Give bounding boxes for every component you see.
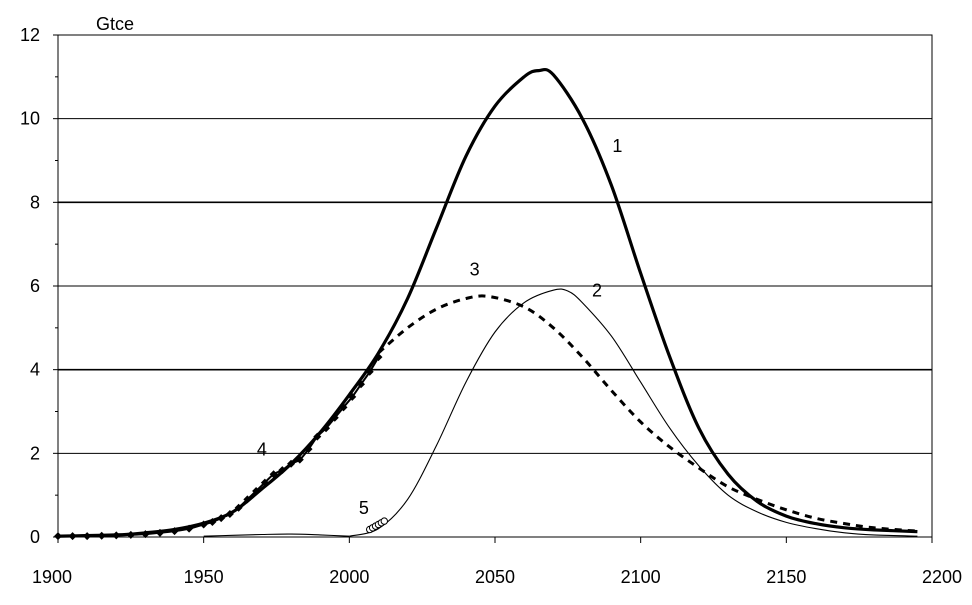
series-4-point [243, 495, 252, 504]
series-4-point [365, 367, 374, 376]
x-tick-label: 2200 [922, 567, 962, 587]
series-5-point [380, 517, 388, 525]
x-tick-label: 2050 [475, 567, 515, 587]
series-4-point [304, 445, 313, 454]
series-4-point [141, 530, 150, 539]
series-4-point [374, 353, 383, 362]
y-tick-label: 12 [20, 25, 40, 45]
y-axis-ticks: 0 2 4 6 8 10 12 [20, 25, 58, 547]
series-6-line [203, 533, 350, 537]
y-tick-label: 10 [20, 109, 40, 129]
series-4-point [356, 380, 365, 389]
series-4-point [234, 503, 243, 512]
series-4-point [278, 466, 287, 475]
series-6 [203, 533, 350, 537]
series-4-point [322, 424, 331, 433]
series-3-line [377, 294, 918, 533]
y-tick-label: 8 [30, 192, 40, 212]
x-tick-label: 2000 [329, 567, 369, 587]
series-4-point [54, 532, 62, 541]
series-4: 4 [54, 353, 383, 541]
series-4-point [126, 530, 135, 539]
series-4-point [217, 514, 226, 523]
x-axis-ticks: 1900 1950 2000 2050 2100 2150 2200 [32, 537, 962, 587]
series-4-point [348, 392, 357, 401]
series-4-point [339, 403, 348, 412]
y-tick-label: 4 [30, 360, 40, 380]
series-4-point [199, 520, 208, 529]
y-tick-label: 6 [30, 276, 40, 296]
series-2-label: 2 [592, 280, 602, 300]
series-4-point [112, 531, 121, 540]
series-4-point [252, 486, 261, 495]
series-4-point [208, 517, 217, 526]
series-4-point [83, 532, 92, 541]
series-4-point [68, 532, 77, 541]
x-tick-label: 2150 [766, 567, 806, 587]
series-2-line [349, 288, 918, 537]
series-4-point [313, 432, 322, 441]
series-3-label: 3 [470, 260, 480, 280]
x-tick-label: 1900 [32, 567, 72, 587]
y-tick-label: 0 [30, 527, 40, 547]
series-4-label: 4 [257, 439, 267, 459]
series-5: 5 [359, 498, 388, 534]
series-1-label: 1 [612, 136, 622, 156]
series-3: 3 [377, 260, 918, 533]
series-5-label: 5 [359, 498, 369, 518]
x-tick-label: 2100 [621, 567, 661, 587]
unit-label: Gtce [96, 14, 134, 34]
series-4-point [295, 455, 304, 464]
series-4-point [330, 413, 339, 422]
y-tick-label: 2 [30, 443, 40, 463]
x-tick-label: 1950 [184, 567, 224, 587]
series-2: 2 [349, 280, 918, 537]
series-4-point [185, 524, 194, 533]
series-4-point [287, 459, 296, 468]
gridlines [58, 118, 932, 454]
series-4-point [170, 527, 179, 536]
series-4-point [269, 470, 278, 479]
series-layer: 1 2 3 4 5 [54, 67, 918, 541]
series-4-point [155, 528, 164, 537]
series-4-point [225, 509, 234, 518]
series-4-point [97, 531, 106, 540]
series-4-point [260, 478, 269, 487]
